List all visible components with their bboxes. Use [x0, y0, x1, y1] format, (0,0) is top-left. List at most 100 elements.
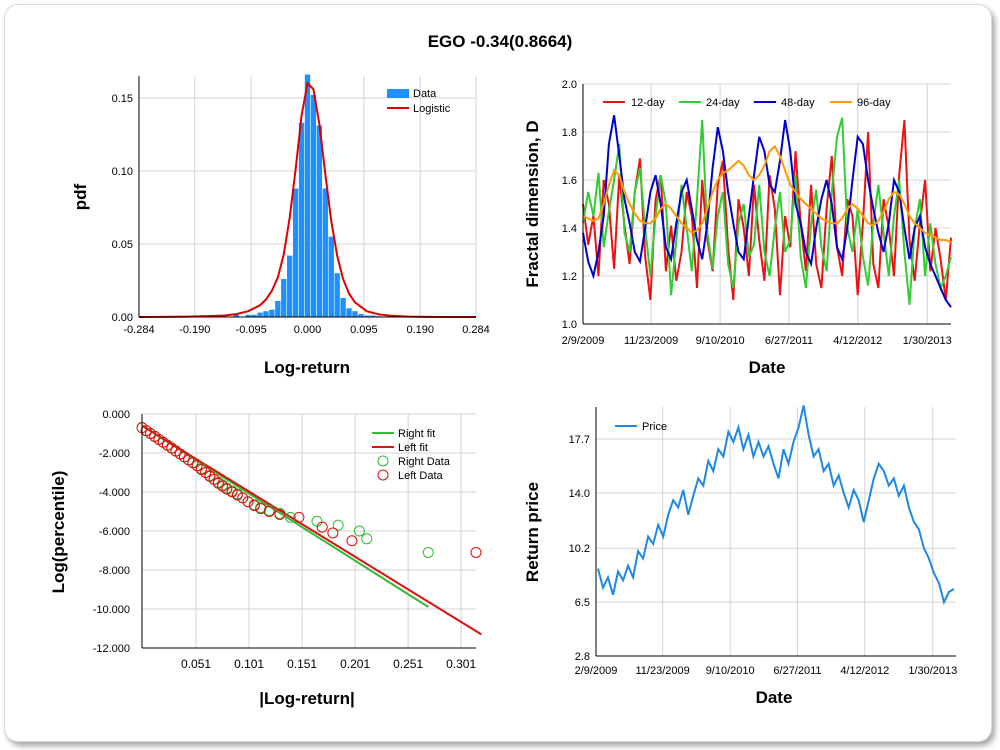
y-axis-label: Fractal dimension, D — [523, 120, 542, 287]
x-tick-label: 0.251 — [393, 657, 423, 671]
histogram-bar — [281, 279, 287, 317]
legend-label: Left Data — [398, 470, 444, 482]
x-tick-label: 4/12/2012 — [840, 665, 889, 677]
legend-label: Right fit — [398, 428, 435, 440]
series-line-24-day — [582, 117, 952, 305]
x-tick-label: 6/27/2011 — [765, 335, 813, 347]
y-tick-label: 14.0 — [569, 488, 590, 500]
x-tick-label: 0.190 — [406, 324, 434, 336]
x-tick-label: 0.201 — [340, 657, 370, 671]
left-data-point — [327, 527, 339, 539]
x-axis-label: Date — [756, 688, 793, 707]
legend-label: Logistic — [413, 103, 451, 115]
histogram-bar — [304, 74, 311, 317]
histogram-bar — [340, 298, 346, 317]
legend-swatch-data — [387, 89, 409, 98]
histogram-bar — [310, 94, 317, 317]
legend: 12-day 24-day 48-day 96-day — [603, 97, 891, 109]
x-tick-label: -0.284 — [123, 324, 154, 336]
histogram-bar — [352, 311, 358, 317]
legend: Price — [615, 421, 667, 433]
left-data-point — [200, 467, 212, 478]
page-title: EGO -0.34(0.8664) — [427, 32, 573, 51]
y-axis-label: pdf — [71, 183, 90, 210]
y-tick-label: 0.05 — [112, 239, 133, 251]
x-tick-label: 2/9/2009 — [575, 665, 618, 677]
x-tick-label: 0.051 — [181, 657, 211, 671]
left-data-point — [226, 486, 238, 498]
x-tick-label: 0.284 — [462, 324, 490, 336]
left-data-point — [248, 500, 260, 512]
series-line-48-day — [582, 115, 952, 308]
chart-card — [4, 4, 992, 742]
histogram-bar — [328, 236, 334, 317]
x-tick-label: 9/10/2010 — [706, 665, 755, 677]
left-data-point — [191, 460, 203, 472]
legend-swatch-left-data — [377, 469, 389, 481]
left-data-point — [316, 521, 328, 533]
x-tick-label: 0.151 — [287, 657, 317, 671]
right-data-point — [284, 511, 296, 523]
y-tick-label: -12.000 — [93, 643, 130, 655]
y-axis-label: Log(percentile) — [49, 471, 68, 594]
x-axis-label: Date — [749, 358, 786, 377]
y-tick-label: -8.000 — [99, 565, 130, 577]
x-tick-label: 11/23/2009 — [635, 665, 689, 677]
histogram-bar — [364, 315, 370, 317]
legend-label: 24-day — [706, 97, 740, 109]
y-axis-label: Return price — [523, 482, 542, 582]
legend-label: 96-day — [857, 97, 891, 109]
legend: Data Logistic — [387, 88, 451, 115]
histogram-bar — [358, 314, 364, 317]
x-tick-label: -0.190 — [179, 324, 210, 336]
x-tick-label: 9/10/2010 — [696, 335, 745, 347]
legend: Right fit Left fit Right Data Left Data — [372, 428, 451, 482]
histogram-bar — [346, 308, 352, 317]
y-tick-label: -2.000 — [99, 448, 130, 460]
legend-label: 12-day — [631, 97, 665, 109]
right-data-point — [353, 525, 365, 537]
x-tick-label: 4/12/2012 — [833, 335, 882, 347]
legend-label: 48-day — [781, 97, 815, 109]
y-tick-label: 17.7 — [569, 434, 590, 446]
x-tick-label: 6/27/2011 — [773, 665, 821, 677]
logistic-fit-line — [138, 81, 476, 318]
y-tick-label: 1.4 — [562, 223, 577, 235]
x-axis-label: |Log-return| — [259, 689, 354, 708]
left-data-point — [346, 535, 358, 547]
x-tick-label: 1/30/2013 — [908, 665, 957, 677]
legend-label: Right Data — [398, 456, 451, 468]
histogram-bar — [233, 314, 239, 317]
left-data-point — [242, 496, 254, 508]
legend-label: Left fit — [398, 442, 428, 454]
y-tick-label: 1.0 — [562, 319, 577, 331]
legend-label: Data — [413, 88, 437, 100]
histogram-bar — [322, 188, 328, 317]
y-tick-label: -6.000 — [99, 526, 130, 538]
histogram-bar — [275, 300, 281, 317]
left-data-point — [208, 473, 220, 485]
right-data-point — [422, 546, 434, 558]
y-tick-label: -4.000 — [99, 487, 130, 499]
left-data-point — [293, 511, 305, 523]
x-tick-label: 2/9/2009 — [562, 335, 605, 347]
y-tick-label: 0.10 — [112, 166, 133, 178]
y-tick-label: -10.000 — [93, 604, 130, 616]
y-tick-label: 0.15 — [112, 93, 133, 105]
x-tick-label: 11/23/2009 — [624, 335, 678, 347]
histogram-bar — [269, 309, 275, 317]
histogram-bar — [292, 188, 299, 317]
series-line-12-day — [582, 119, 952, 301]
histogram-bar — [316, 125, 323, 317]
y-tick-label: 6.5 — [575, 597, 590, 609]
y-tick-label: 0.00 — [112, 312, 133, 324]
legend-label: Price — [642, 421, 667, 433]
histogram-bar — [334, 273, 340, 317]
histogram-bar — [263, 311, 269, 317]
x-axis-label: Log-return — [264, 358, 350, 377]
right-data-point — [332, 519, 344, 531]
left-data-point — [274, 508, 286, 520]
